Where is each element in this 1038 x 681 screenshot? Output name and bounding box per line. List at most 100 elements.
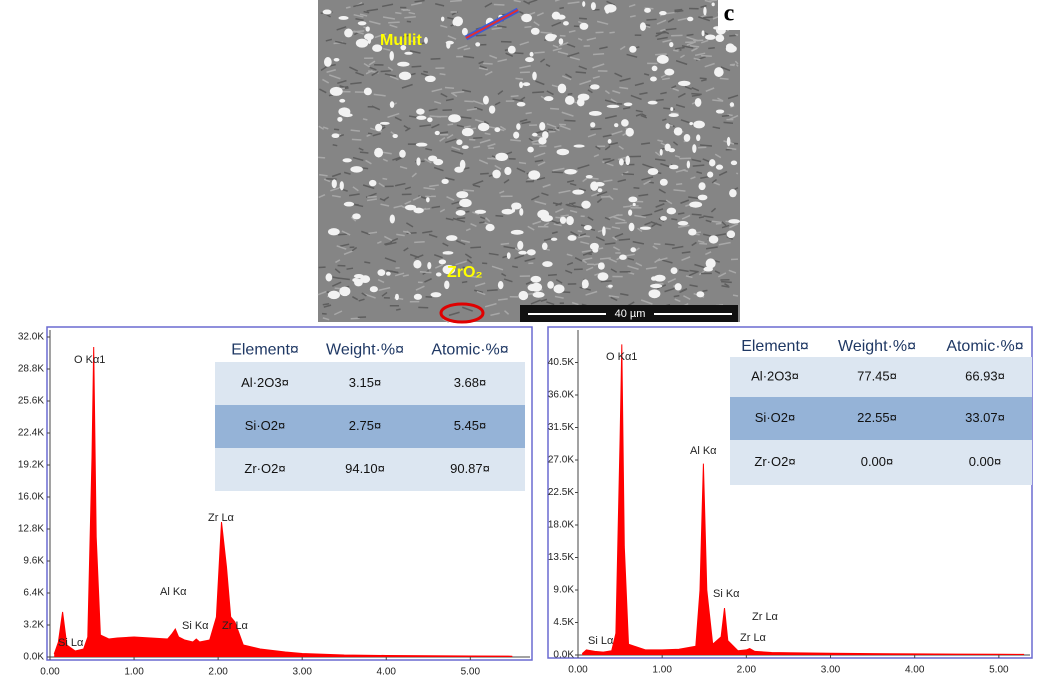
texture [678,213,684,214]
texture [665,244,675,245]
particle [427,262,431,269]
y-tick-label: 9.0K [553,585,574,596]
particle [590,84,600,89]
table-header: Weight·%¤ [326,342,404,359]
x-tick-label: 0.00 [40,667,60,678]
texture [364,12,370,13]
texture [445,87,454,88]
texture [654,244,661,245]
particle [435,131,440,135]
particle [705,34,715,39]
texture [412,66,422,67]
particle [518,251,527,255]
particle [340,181,344,190]
texture [692,214,702,215]
texture [559,8,563,9]
particle [339,99,345,103]
particle [527,147,533,153]
texture [495,216,503,217]
particle [475,42,480,46]
particle [485,224,494,231]
sem-image: 40 µmcMullitZrO₂ [318,0,740,322]
particle [504,167,511,175]
texture [512,266,518,267]
particle [592,248,598,253]
x-tick-label: 3.00 [821,665,841,676]
particle [453,16,463,26]
particle [716,165,723,170]
particle [557,15,566,20]
particle [650,76,657,81]
texture [693,40,703,41]
texture [407,21,411,22]
particle [619,255,627,260]
particle [608,139,612,144]
texture [420,272,432,273]
table-cell: 22.55¤ [857,410,897,425]
texture [736,173,738,174]
particle [511,230,524,235]
particle [358,21,367,25]
texture [479,222,484,223]
particle [530,52,534,57]
texture [480,173,489,174]
texture [526,113,532,114]
table-cell: 77.45¤ [857,368,897,383]
texture [676,184,682,185]
particle [608,285,613,288]
y-tick-label: 16.0K [18,492,44,503]
particle [338,16,348,20]
particle [699,182,706,190]
particle [580,23,589,30]
particle [660,149,663,156]
particle [652,66,658,72]
particle [527,249,536,255]
particle [390,51,394,61]
particle [426,197,430,202]
table-header: Element¤ [741,338,809,355]
particle [326,273,333,281]
particle [511,202,521,209]
particle [674,127,683,135]
texture [735,34,738,35]
particle [628,196,637,202]
particle [342,113,353,117]
particle [568,235,577,241]
texture [673,50,678,51]
particle [516,123,520,130]
particle [328,291,340,300]
texture [693,165,705,166]
particle [375,124,382,132]
particle [513,132,519,139]
x-tick-label: 4.00 [905,665,925,676]
texture [534,52,544,53]
texture [674,9,682,10]
texture [700,145,712,146]
table-header: Atomic·%¤ [946,338,1023,355]
particle [692,144,696,153]
texture [388,22,400,23]
particle [731,161,737,166]
particle [532,72,537,81]
particle [659,11,666,15]
particle [629,46,636,53]
particle [547,281,554,289]
peak-label: Zr Lα [222,620,249,632]
particle [405,205,416,211]
texture [656,100,664,101]
particle [386,272,391,276]
particle [404,52,412,55]
y-tick-label: 28.8K [18,364,44,375]
annotation: ZrO₂ [447,264,483,281]
scale-text: 40 µm [615,308,646,320]
particle [392,134,397,138]
texture [720,78,729,79]
particle [370,286,378,292]
x-tick-label: 1.00 [124,667,144,678]
y-tick-label: 27.0K [548,455,574,466]
particle [557,149,570,156]
texture [396,309,400,310]
particle [563,21,569,25]
particle [669,42,673,47]
particle [715,34,724,42]
